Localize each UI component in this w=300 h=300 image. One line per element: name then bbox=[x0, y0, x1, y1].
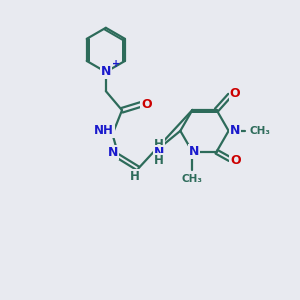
Text: +: + bbox=[112, 59, 120, 69]
Text: O: O bbox=[141, 98, 152, 111]
Text: H: H bbox=[130, 170, 140, 183]
Text: O: O bbox=[230, 87, 240, 100]
Text: CH₃: CH₃ bbox=[250, 126, 271, 136]
Text: H: H bbox=[154, 154, 164, 167]
Text: O: O bbox=[230, 154, 241, 167]
Text: H: H bbox=[154, 138, 164, 151]
Text: CH₃: CH₃ bbox=[182, 174, 203, 184]
Text: N: N bbox=[230, 124, 241, 137]
Text: N: N bbox=[100, 65, 111, 79]
Text: N: N bbox=[154, 146, 164, 159]
Text: NH: NH bbox=[94, 124, 114, 137]
Text: N: N bbox=[108, 146, 119, 159]
Text: N: N bbox=[189, 145, 199, 158]
